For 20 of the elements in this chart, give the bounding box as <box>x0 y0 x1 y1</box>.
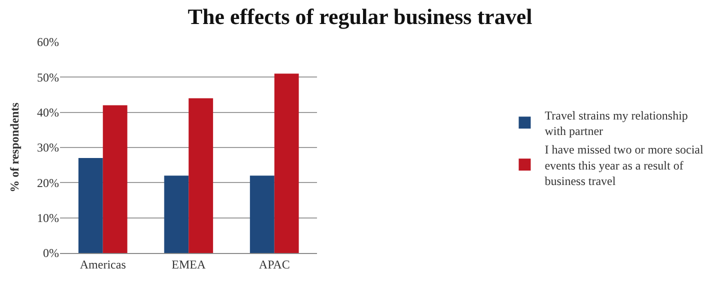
chart-title: The effects of regular business travel <box>188 4 532 29</box>
x-tick-label: APAC <box>258 257 290 272</box>
x-tick-label: EMEA <box>172 257 206 272</box>
y-tick-label: 20% <box>37 176 59 190</box>
y-tick-label: 30% <box>37 140 59 155</box>
y-axis-title: % of respondents <box>7 102 22 192</box>
y-tick-label: 40% <box>37 106 59 120</box>
legend-label: I have missed two or more social events this year as a result of business travel <box>544 142 704 188</box>
x-tick-label: Americas <box>80 257 126 272</box>
y-tick-label: 50% <box>37 70 59 84</box>
bar <box>274 74 299 253</box>
bar <box>164 176 189 253</box>
y-tick-label: 10% <box>37 211 59 226</box>
bar <box>78 158 103 253</box>
y-tick-label: 0% <box>43 246 59 260</box>
y-tick-label: 60% <box>37 35 59 50</box>
bar <box>188 98 214 253</box>
legend-label: Travel strains my relationship with partner <box>544 108 688 138</box>
bar <box>250 176 274 253</box>
bar <box>102 105 128 253</box>
